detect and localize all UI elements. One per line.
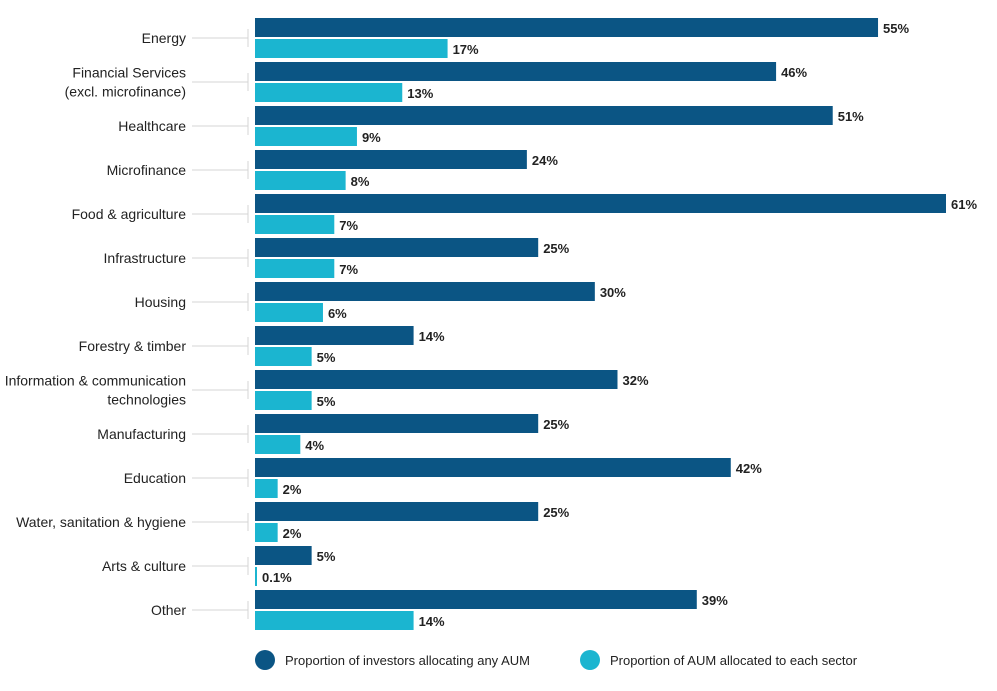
value-labels: 55% 17% 46% 13% 51% 9% 24% 8% 61% 7% 25% 7% 30% 6% 14%… <box>262 21 977 629</box>
bar-aum <box>255 391 312 410</box>
bar-aum <box>255 127 357 146</box>
value-label-aum: 7% <box>339 262 358 277</box>
category-label: Arts & culture <box>102 558 186 574</box>
bar-aum <box>255 215 335 234</box>
bar-investors <box>255 18 879 37</box>
value-label-investors: 25% <box>543 417 569 432</box>
bar-investors <box>255 106 833 125</box>
bar-aum <box>255 83 403 102</box>
bars <box>255 18 946 630</box>
legend-label-investors: Proportion of investors allocating any A… <box>285 652 530 668</box>
category-label: Healthcare <box>118 118 186 134</box>
category-label: Energy <box>142 30 186 46</box>
value-label-aum: 13% <box>407 86 433 101</box>
value-label-investors: 14% <box>419 329 445 344</box>
value-label-aum: 5% <box>317 394 336 409</box>
value-label-investors: 61% <box>951 197 977 212</box>
legend: Proportion of investors allocating any A… <box>255 650 857 670</box>
value-label-aum: 5% <box>317 350 336 365</box>
bar-aum <box>255 435 301 454</box>
category-label: Housing <box>135 294 186 310</box>
category-label: Forestry & timber <box>79 338 187 354</box>
category-label: Infrastructure <box>104 250 187 266</box>
bar-aum <box>255 347 312 366</box>
category-label: Food & agriculture <box>72 206 187 222</box>
bar-investors <box>255 414 539 433</box>
value-label-investors: 55% <box>883 21 909 36</box>
category-label: Water, sanitation & hygiene <box>16 514 186 530</box>
bar-investors <box>255 194 946 213</box>
bar-investors <box>255 150 527 169</box>
value-label-investors: 32% <box>622 373 648 388</box>
bar-aum <box>255 39 448 58</box>
legend-item-investors: Proportion of investors allocating any A… <box>255 650 530 670</box>
value-label-aum: 14% <box>419 614 445 629</box>
value-label-aum: 9% <box>362 130 381 145</box>
bar-investors <box>255 370 618 389</box>
value-label-aum: 7% <box>339 218 358 233</box>
value-label-investors: 5% <box>317 549 336 564</box>
category-label: Information & communication technologies <box>5 373 186 408</box>
value-label-investors: 25% <box>543 241 569 256</box>
bar-aum <box>255 259 335 278</box>
value-label-aum: 4% <box>305 438 324 453</box>
value-label-aum: 0.1% <box>262 570 292 585</box>
bar-aum <box>255 567 257 586</box>
value-label-aum: 2% <box>283 482 302 497</box>
legend-label-aum: Proportion of AUM allocated to each sect… <box>609 652 858 668</box>
bar-aum <box>255 171 346 190</box>
category-label: Manufacturing <box>97 426 186 442</box>
value-label-aum: 6% <box>328 306 347 321</box>
legend-swatch-aum <box>579 650 600 670</box>
bar-investors <box>255 62 777 81</box>
bar-investors <box>255 502 539 521</box>
bar-investors <box>255 590 697 609</box>
category-label: Financial Services (excl. microfinance) <box>65 65 186 100</box>
value-label-investors: 39% <box>702 593 728 608</box>
value-label-investors: 51% <box>838 109 864 124</box>
legend-swatch-investors <box>255 650 275 670</box>
category-label: Microfinance <box>107 162 187 178</box>
value-label-investors: 42% <box>736 461 762 476</box>
bar-aum <box>255 523 278 542</box>
category-label: Other <box>151 602 186 618</box>
bar-investors <box>255 546 312 565</box>
bar-aum <box>255 303 323 322</box>
category-labels: Energy Financial Services (excl. microfina… <box>5 29 249 619</box>
value-label-investors: 24% <box>532 153 558 168</box>
bar-investors <box>255 326 414 345</box>
bar-investors <box>255 282 595 301</box>
bar-aum <box>255 611 414 630</box>
value-label-investors: 25% <box>543 505 569 520</box>
category-label: Education <box>124 470 186 486</box>
value-label-investors: 30% <box>600 285 626 300</box>
bar-investors <box>255 458 731 477</box>
value-label-aum: 2% <box>283 526 302 541</box>
legend-item-aum: Proportion of AUM allocated to each sect… <box>579 650 858 670</box>
value-label-aum: 17% <box>453 42 479 57</box>
value-label-aum: 8% <box>351 174 370 189</box>
value-label-investors: 46% <box>781 65 807 80</box>
bar-aum <box>255 479 278 498</box>
bar-investors <box>255 238 539 257</box>
